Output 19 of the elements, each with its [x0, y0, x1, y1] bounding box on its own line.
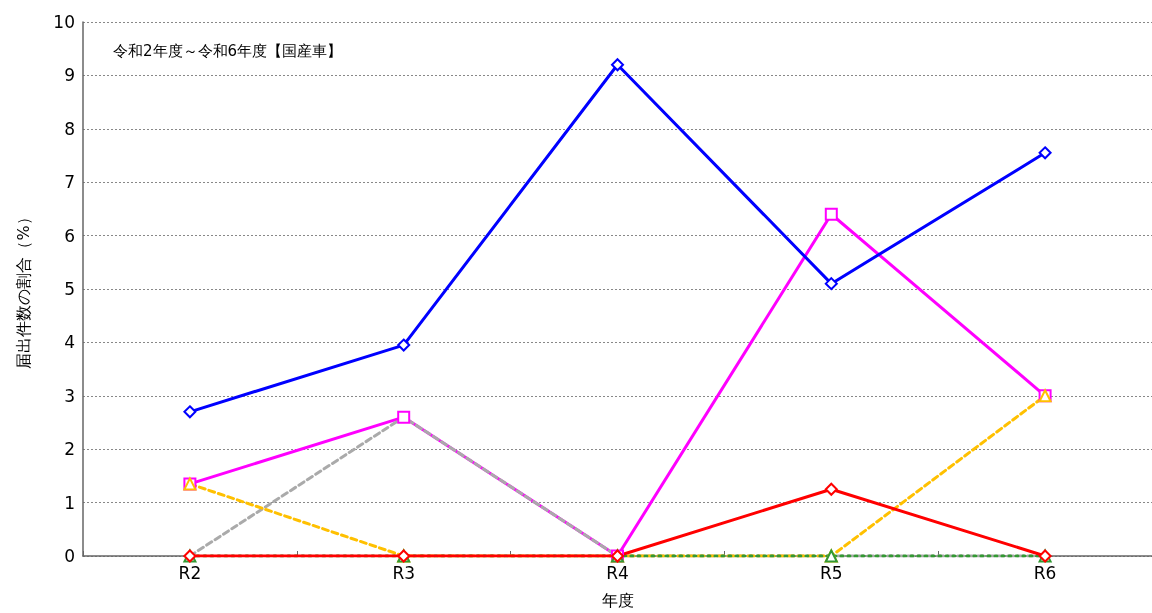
- x-axis-title: 年度: [601, 590, 634, 610]
- y-tick-label: 2: [64, 439, 75, 460]
- y-axis-title: 届出件数の割合（%）: [13, 209, 33, 369]
- x-tick-label: R4: [606, 562, 629, 583]
- y-tick-label: 9: [64, 65, 75, 86]
- y-tick-label: 0: [64, 546, 75, 566]
- x-tick-label: R3: [392, 562, 416, 583]
- x-tick-label: R2: [178, 562, 202, 583]
- y-tick-label: 5: [64, 279, 75, 299]
- y-tick-label: 7: [64, 172, 75, 193]
- y-tick-label: 8: [64, 118, 75, 139]
- text: 令和2年度～令和6年度【国産車】: [113, 41, 343, 60]
- x-tick-label: R6: [1033, 562, 1057, 583]
- y-tick-label: 3: [64, 385, 75, 406]
- x-tick-label: R5: [819, 562, 843, 583]
- y-tick-label: 6: [64, 225, 75, 246]
- y-tick-label: 1: [64, 492, 75, 513]
- y-tick-label: 4: [64, 332, 75, 353]
- y-tick-label: 10: [53, 12, 75, 32]
